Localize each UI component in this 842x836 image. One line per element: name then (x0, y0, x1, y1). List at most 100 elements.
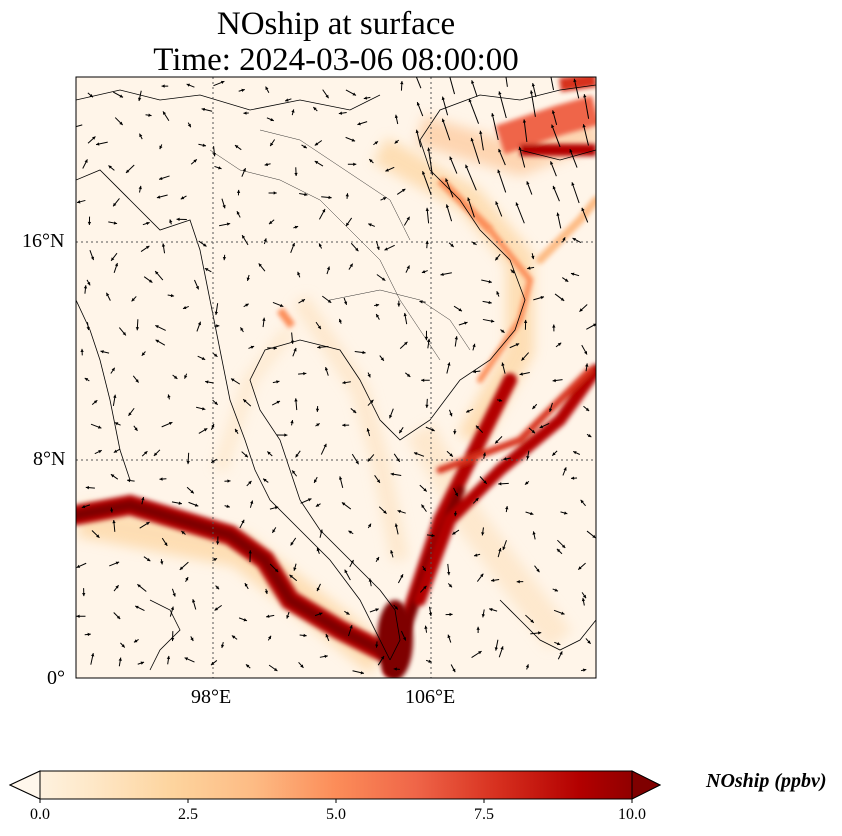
wind-arrow-head (133, 639, 138, 643)
wind-arrow-head (376, 246, 380, 250)
wind-arrow-head (138, 185, 142, 190)
wind-arrow-head (273, 346, 277, 350)
wind-arrow-head (327, 299, 332, 303)
wind-arrow-head (294, 225, 299, 229)
wind-arrow-head (122, 331, 126, 336)
wind-arrow-head (185, 577, 189, 581)
wind-arrow-head (449, 412, 453, 417)
wind-arrow-head (294, 398, 298, 402)
wind-arrow-head (584, 351, 588, 355)
wind-arrow-head (481, 614, 486, 618)
wind-arrow-head (290, 420, 294, 424)
wind-arrow-head (85, 485, 89, 490)
wind-arrow-head (559, 651, 563, 655)
wind-arrow-head (314, 161, 319, 165)
wind-arrow-shaft (573, 78, 580, 99)
wind-arrow-head (490, 319, 495, 323)
wind-arrow-head (483, 480, 487, 484)
wind-arrow-shaft (518, 146, 526, 168)
wind-arrow-head (242, 168, 246, 172)
wind-arrow-shaft (422, 170, 432, 195)
wind-arrow-head (467, 197, 471, 201)
wind-arrow-head (190, 637, 194, 641)
wind-arrow-head (481, 532, 485, 536)
wind-arrow-head (346, 222, 350, 227)
wind-arrow-head (203, 243, 207, 247)
wind-arrow-head (446, 571, 451, 576)
wind-arrow-shaft (505, 77, 508, 87)
wind-arrow-head (366, 428, 370, 432)
wind-arrow-head (222, 204, 226, 209)
wind-arrow-head (367, 373, 371, 378)
wind-arrow-head (516, 579, 520, 584)
wind-arrow-head (399, 429, 403, 434)
colorbar (8, 770, 662, 800)
wind-arrow-head (326, 266, 331, 270)
wind-arrow-head (500, 646, 504, 650)
wind-arrow-head (580, 499, 584, 504)
wind-arrow-head (170, 637, 175, 642)
wind-arrow-head (324, 367, 329, 371)
wind-arrow-head (236, 211, 240, 215)
wind-arrow-head (369, 159, 373, 163)
wind-arrow-head (489, 607, 493, 612)
wind-arrow-head (202, 407, 206, 411)
wind-arrow-head (491, 578, 495, 582)
wind-arrow-head (582, 668, 587, 672)
lat-tick-label: 8°N (33, 448, 66, 470)
wind-arrow-head (182, 306, 187, 310)
wind-arrow-head (84, 159, 88, 163)
wind-arrow-head (498, 148, 502, 153)
wind-arrow-head (179, 566, 184, 570)
country-borders (209, 129, 471, 361)
wind-arrow-head (557, 342, 562, 346)
wind-arrow-head (554, 588, 559, 592)
wind-arrow-head (162, 111, 167, 115)
wind-arrow-shaft (551, 124, 561, 148)
colorbar-ticks (39, 799, 633, 803)
wind-arrow-head (593, 323, 596, 327)
wind-arrow-head (108, 165, 112, 169)
wind-arrow-head (131, 297, 135, 302)
wind-arrow-head (96, 534, 100, 538)
wind-arrow-head (390, 550, 394, 554)
wind-arrow-head (479, 130, 483, 135)
wind-arrow-head (342, 380, 346, 385)
wind-arrow-head (447, 362, 451, 366)
wind-arrow-head (289, 574, 293, 579)
wind-arrow-head (350, 559, 354, 564)
wind-arrow-head (445, 178, 449, 182)
wind-arrow-head (301, 299, 305, 303)
wind-arrow-head (290, 340, 295, 344)
wind-arrow-shaft (550, 77, 555, 91)
wind-arrow-head (98, 450, 102, 454)
wind-arrow-head (140, 661, 145, 665)
wind-arrow-head (263, 238, 267, 242)
wind-arrow-head (125, 169, 130, 173)
wind-arrow-head (394, 140, 399, 144)
colorbar-tick-label: 0.0 (30, 806, 50, 823)
wind-arrow-head (270, 118, 274, 122)
wind-arrow-head (498, 398, 503, 402)
wind-arrow-head (279, 303, 284, 307)
colorbar-extend-min (8, 770, 41, 800)
wind-arrow-head (431, 533, 435, 538)
wind-arrow-head (161, 84, 165, 88)
wind-arrow-head (169, 219, 173, 223)
wind-arrow-head (285, 98, 289, 102)
wind-arrow-head (81, 504, 86, 509)
wind-arrow-head (352, 409, 357, 413)
lon-tick-label: 98°E (191, 686, 232, 708)
wind-arrow-head (317, 345, 321, 349)
wind-arrow-head (571, 182, 575, 186)
wind-arrow-head (396, 458, 400, 462)
wind-arrow-head (524, 481, 529, 485)
wind-arrow-head (421, 378, 425, 382)
wind-arrow-head (135, 327, 140, 331)
wind-arrow-shaft (582, 124, 589, 146)
wind-arrow-head (269, 220, 273, 225)
wind-arrow-head (192, 599, 196, 603)
wind-arrow-head (220, 80, 225, 85)
wind-arrow-head (550, 161, 554, 165)
wind-arrow-head (422, 567, 426, 571)
